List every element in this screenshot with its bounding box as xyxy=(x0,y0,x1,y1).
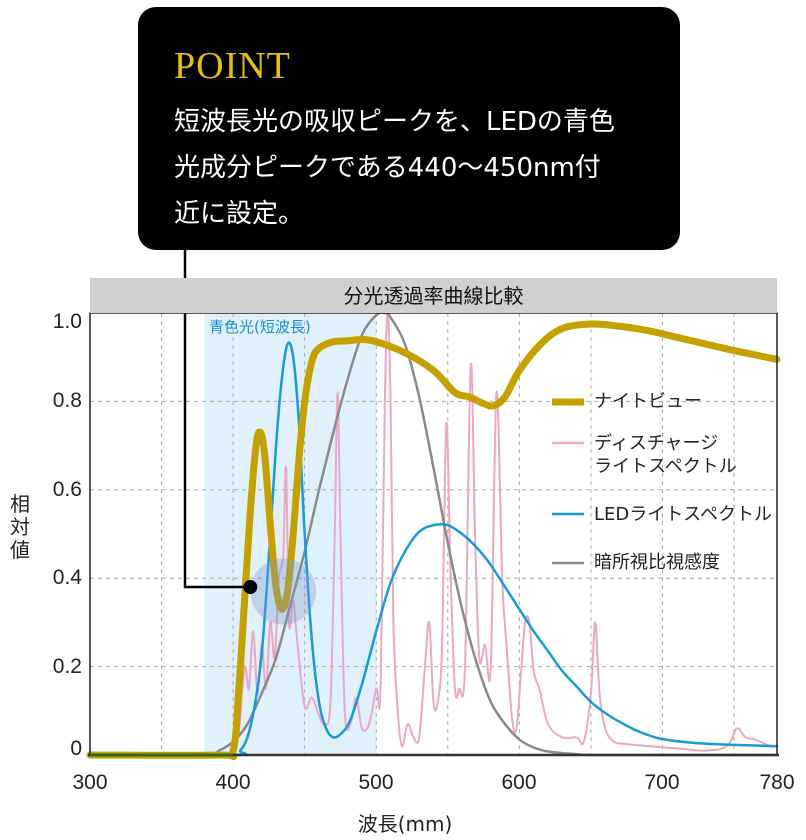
nightview-curve xyxy=(86,320,781,761)
callout-body: 短波長光の吸収ピークを、LEDの青色 光成分ピークである440〜450nm付 近… xyxy=(174,99,664,237)
x-tick-780: 780 xyxy=(759,771,795,794)
callout-line-3: 近に設定。 xyxy=(174,199,305,229)
x-tick-400: 400 xyxy=(215,771,251,794)
legend-item-nightview: ナイトビュー xyxy=(594,390,702,413)
x-tick-600: 600 xyxy=(501,771,537,794)
callout-line-2: 光成分ピークである440〜450nm付 xyxy=(174,153,601,183)
callout-connector-line xyxy=(183,250,251,589)
x-tick-700: 700 xyxy=(644,771,680,794)
led-curve xyxy=(88,341,779,757)
y-axis-label-text: 相対値 xyxy=(10,492,30,562)
x-axis-label: 波長(mm) xyxy=(357,812,453,836)
discharge-curve xyxy=(232,312,778,752)
absorption-highlight xyxy=(250,558,317,625)
y-tick-0.4: 0.4 xyxy=(52,566,82,589)
callout-title: POINT xyxy=(174,45,291,87)
callout-anchor-dot xyxy=(243,580,258,595)
legend-item-discharge: ディスチャージ ライトスペクトル xyxy=(594,432,737,478)
y-tick-0: 0 xyxy=(70,737,82,760)
y-axis-label: 相対値 xyxy=(8,493,32,562)
x-tick-300: 300 xyxy=(72,771,108,794)
chart-title: 分光透過率曲線比較 xyxy=(90,278,777,313)
y-tick-0.2: 0.2 xyxy=(52,655,82,678)
y-tick-0.8: 0.8 xyxy=(52,389,82,412)
legend-label-line1: ディスチャージ xyxy=(594,433,719,454)
y-tick-0.6: 0.6 xyxy=(52,478,82,501)
chart-curves xyxy=(86,311,781,761)
callout-line-1: 短波長光の吸収ピークを、LEDの青色 xyxy=(174,107,615,137)
x-tick-500: 500 xyxy=(358,771,394,794)
legend-label: ナイトビュー xyxy=(594,391,702,412)
band-label: 青色光(短波長) xyxy=(209,318,311,336)
legend-item-led: LEDライトスペクトル xyxy=(594,503,772,526)
legend-label: LEDライトスペクトル xyxy=(594,504,773,525)
point-callout: POINT 短波長光の吸収ピークを、LEDの青色 光成分ピークである440〜45… xyxy=(138,7,680,250)
scotopic-curve xyxy=(88,311,779,757)
y-tick-1.0: 1.0 xyxy=(52,310,82,333)
legend-swatches xyxy=(552,398,584,565)
legend-label: 暗所視比視感度 xyxy=(594,552,720,573)
legend-item-scotopic: 暗所視比視感度 xyxy=(594,551,720,574)
legend-label-line2: ライトスペクトル xyxy=(594,456,737,477)
